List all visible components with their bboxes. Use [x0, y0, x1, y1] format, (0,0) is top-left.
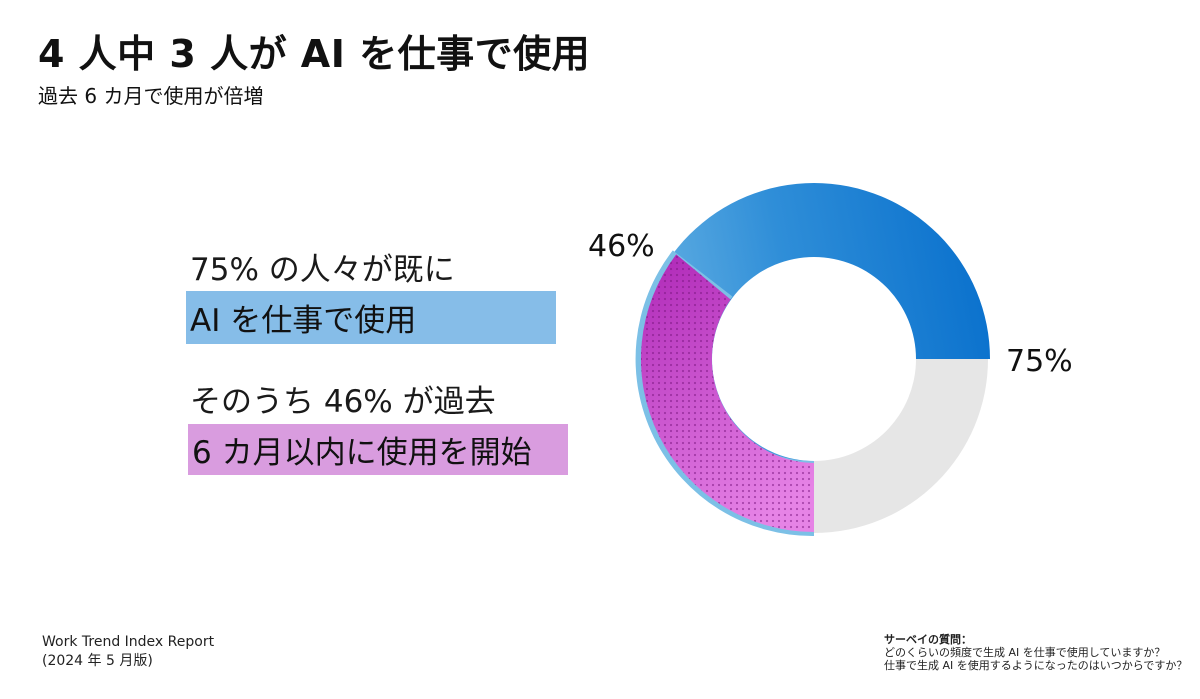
survey-title: サーベイの質問： — [884, 633, 972, 646]
callout-usage-highlight-text: AI を仕事で使用 — [190, 303, 417, 339]
callout-usage-text: 75% の人々が既に — [190, 252, 455, 288]
callout-usage-highlight: AI を仕事で使用 — [186, 291, 556, 344]
source-note: Work Trend Index Report (2024 年 5 月版) — [42, 633, 214, 671]
donut-chart-svg — [635, 183, 990, 537]
page-subtitle: 過去 6 カ月で使用が倍増 — [38, 84, 264, 108]
source-line-1: Work Trend Index Report — [42, 634, 215, 650]
label-new-users-pct: 46% — [588, 229, 655, 264]
survey-question-2: 仕事で生成 AI を使用するようになったのはいつからですか？ — [884, 659, 1188, 672]
donut-hole — [713, 258, 915, 460]
donut-slice-non-users — [814, 359, 988, 533]
survey-note: サーベイの質問： どのくらいの頻度で生成 AI を仕事で使用していますか？ 仕事… — [884, 633, 1187, 672]
donut-chart: 46% 75% — [588, 170, 1073, 550]
source-line-2: (2024 年 5 月版) — [42, 653, 153, 669]
donut-slice-new-users-texture — [640, 254, 814, 532]
survey-question-1: どのくらいの頻度で生成 AI を仕事で使用していますか？ — [884, 646, 1166, 659]
page-title: 4 人中 3 人が AI を仕事で使用 — [38, 32, 591, 76]
label-ai-users-pct: 75% — [1006, 344, 1073, 379]
callout-new-users-highlight-text: 6 カ月以内に使用を開始 — [192, 435, 532, 471]
callout-new-users-highlight: 6 カ月以内に使用を開始 — [188, 424, 568, 475]
callout-new-users-text: そのうち 46% が過去 — [190, 384, 496, 420]
